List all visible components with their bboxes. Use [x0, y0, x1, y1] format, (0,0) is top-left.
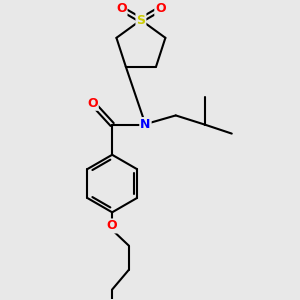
Text: O: O: [155, 2, 166, 15]
Text: S: S: [136, 14, 146, 27]
Text: N: N: [140, 118, 151, 131]
Text: O: O: [107, 219, 118, 232]
Text: O: O: [116, 2, 127, 15]
Text: O: O: [87, 97, 98, 110]
